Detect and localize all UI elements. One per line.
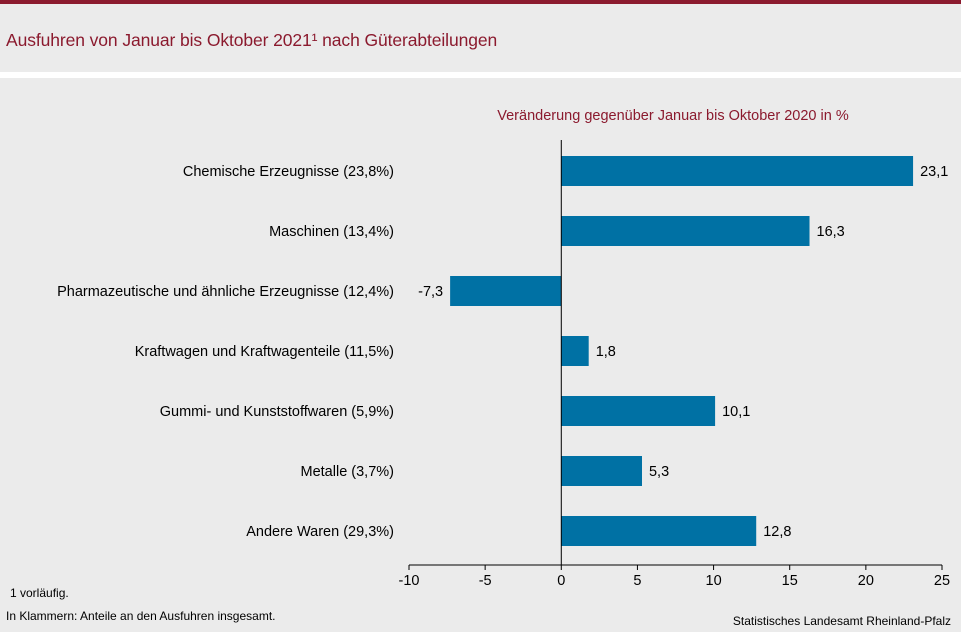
bar <box>561 216 810 246</box>
x-tick-label: 25 <box>934 573 950 588</box>
x-tick-label: 20 <box>858 573 874 588</box>
title-separator <box>0 72 961 78</box>
bar <box>561 336 589 366</box>
category-label: Andere Waren (29,3%) <box>246 524 394 540</box>
x-tick-label: -5 <box>479 573 492 588</box>
x-tick-label: -10 <box>399 573 420 588</box>
value-label: 5,3 <box>649 464 669 480</box>
category-label: Metalle (3,7%) <box>301 464 394 480</box>
source-credit: Statistisches Landesamt Rheinland-Pfalz <box>732 614 951 628</box>
x-tick-label: 0 <box>557 573 565 588</box>
value-label: 1,8 <box>596 344 616 360</box>
plot-background <box>0 78 961 588</box>
value-label: 23,1 <box>920 164 948 180</box>
top-accent-bar <box>0 0 961 4</box>
value-label: -7,3 <box>418 284 443 300</box>
value-labels: 23,1 16,3 -7,3 1,8 10,1 5,3 12,8 <box>418 164 948 540</box>
chart-title: Ausfuhren von Januar bis Oktober 2021¹ n… <box>6 30 498 50</box>
bar <box>450 276 562 306</box>
value-label: 16,3 <box>817 224 845 240</box>
category-label: Maschinen (13,4%) <box>269 224 394 240</box>
parentheses-note: In Klammern: Anteile an den Ausfuhren in… <box>6 609 276 623</box>
footnote: 1 vorläufig. <box>10 586 69 600</box>
category-label: Pharmazeutische und ähnliche Erzeugnisse… <box>57 284 394 300</box>
x-tick-label: 5 <box>633 573 641 588</box>
bar <box>561 516 757 546</box>
category-label: Kraftwagen und Kraftwagenteile (11,5%) <box>135 344 394 360</box>
x-tick-label: 10 <box>706 573 722 588</box>
bars <box>450 156 914 546</box>
value-label: 12,8 <box>763 524 791 540</box>
x-axis: -10 -5 0 5 10 15 20 25 <box>399 564 950 588</box>
bar-chart: Veränderung gegenüber Januar bis Oktober… <box>0 78 961 588</box>
chart-subtitle: Veränderung gegenüber Januar bis Oktober… <box>497 108 849 124</box>
bar <box>561 156 914 186</box>
category-label: Gummi- und Kunststoffwaren (5,9%) <box>160 404 394 420</box>
value-label: 10,1 <box>722 404 750 420</box>
bar <box>561 396 716 426</box>
x-tick-label: 15 <box>782 573 798 588</box>
category-labels: Chemische Erzeugnisse (23,8%) Maschinen (… <box>57 164 394 540</box>
category-label: Chemische Erzeugnisse (23,8%) <box>183 164 394 180</box>
bar <box>561 456 642 486</box>
